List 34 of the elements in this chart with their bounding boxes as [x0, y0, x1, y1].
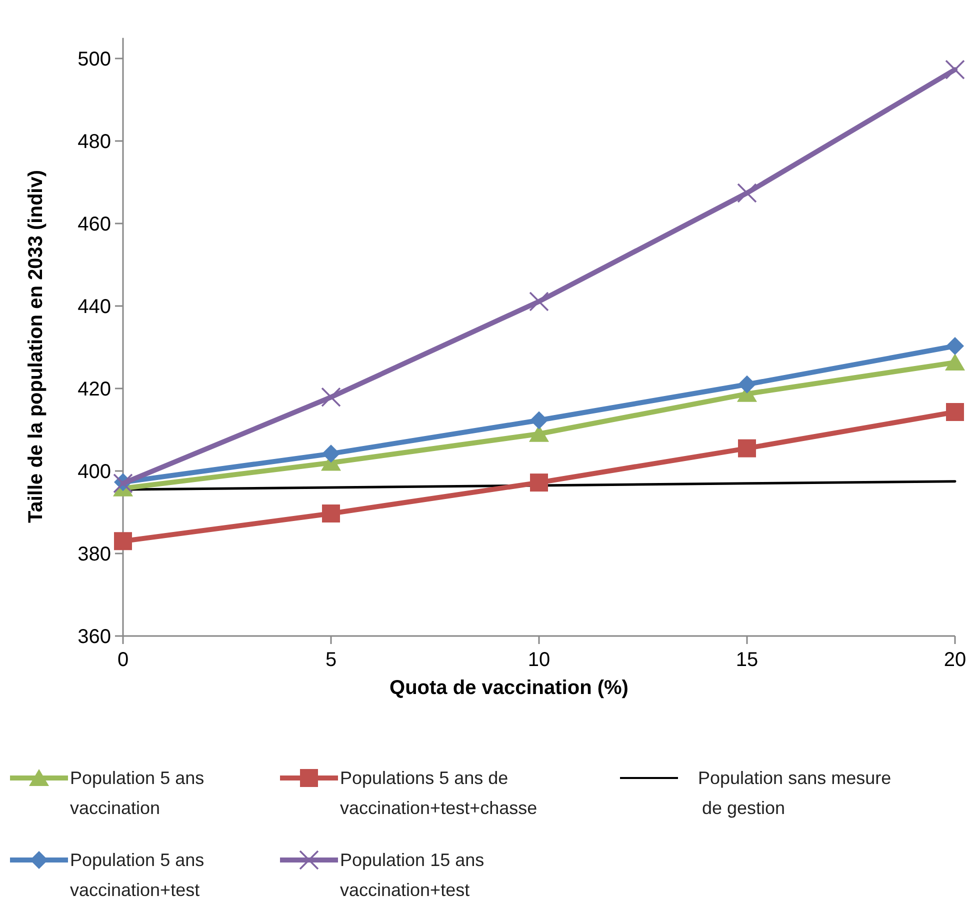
- point: [945, 354, 965, 371]
- legend-label: Population sans mesure de gestion: [698, 768, 892, 818]
- x-tick-label: 10: [528, 649, 550, 671]
- point: [322, 504, 340, 522]
- y-tick-label: 360: [78, 626, 111, 648]
- point: [530, 411, 548, 430]
- point: [114, 532, 132, 550]
- point: [945, 60, 965, 80]
- y-tick-label: 420: [78, 378, 111, 400]
- point: [321, 387, 341, 408]
- x-tick-label: 20: [944, 649, 966, 671]
- legend-label: Population 15 ans vaccination+test: [340, 850, 484, 900]
- y-tick-label: 500: [78, 48, 111, 70]
- point: [738, 375, 756, 394]
- y-tick-label: 460: [78, 214, 111, 236]
- y-tick-label: 400: [78, 461, 111, 483]
- x-tick-label: 5: [325, 649, 337, 671]
- x-tick-label: 0: [117, 649, 129, 671]
- point: [529, 292, 549, 312]
- x-tick-label: 15: [736, 649, 758, 671]
- point: [737, 183, 757, 203]
- point: [738, 439, 756, 458]
- y-tick-label: 440: [78, 296, 111, 318]
- y-tick-label: 480: [78, 131, 111, 153]
- legend-label: Populations 5 ans de vaccination+test+chasse: [340, 768, 538, 818]
- point: [530, 474, 548, 492]
- legend-label: Population 5 ans vaccination+test: [70, 850, 204, 900]
- y-tick-label: 380: [78, 544, 111, 566]
- point: [946, 403, 964, 422]
- y-axis-title: Taille de la population en 2033 (indiv): [25, 170, 47, 524]
- point: [322, 444, 340, 463]
- point: [946, 337, 964, 356]
- x-axis-title: Quota de vaccination (%): [390, 677, 628, 699]
- legend-label: Population 5 ans vaccination: [70, 768, 204, 818]
